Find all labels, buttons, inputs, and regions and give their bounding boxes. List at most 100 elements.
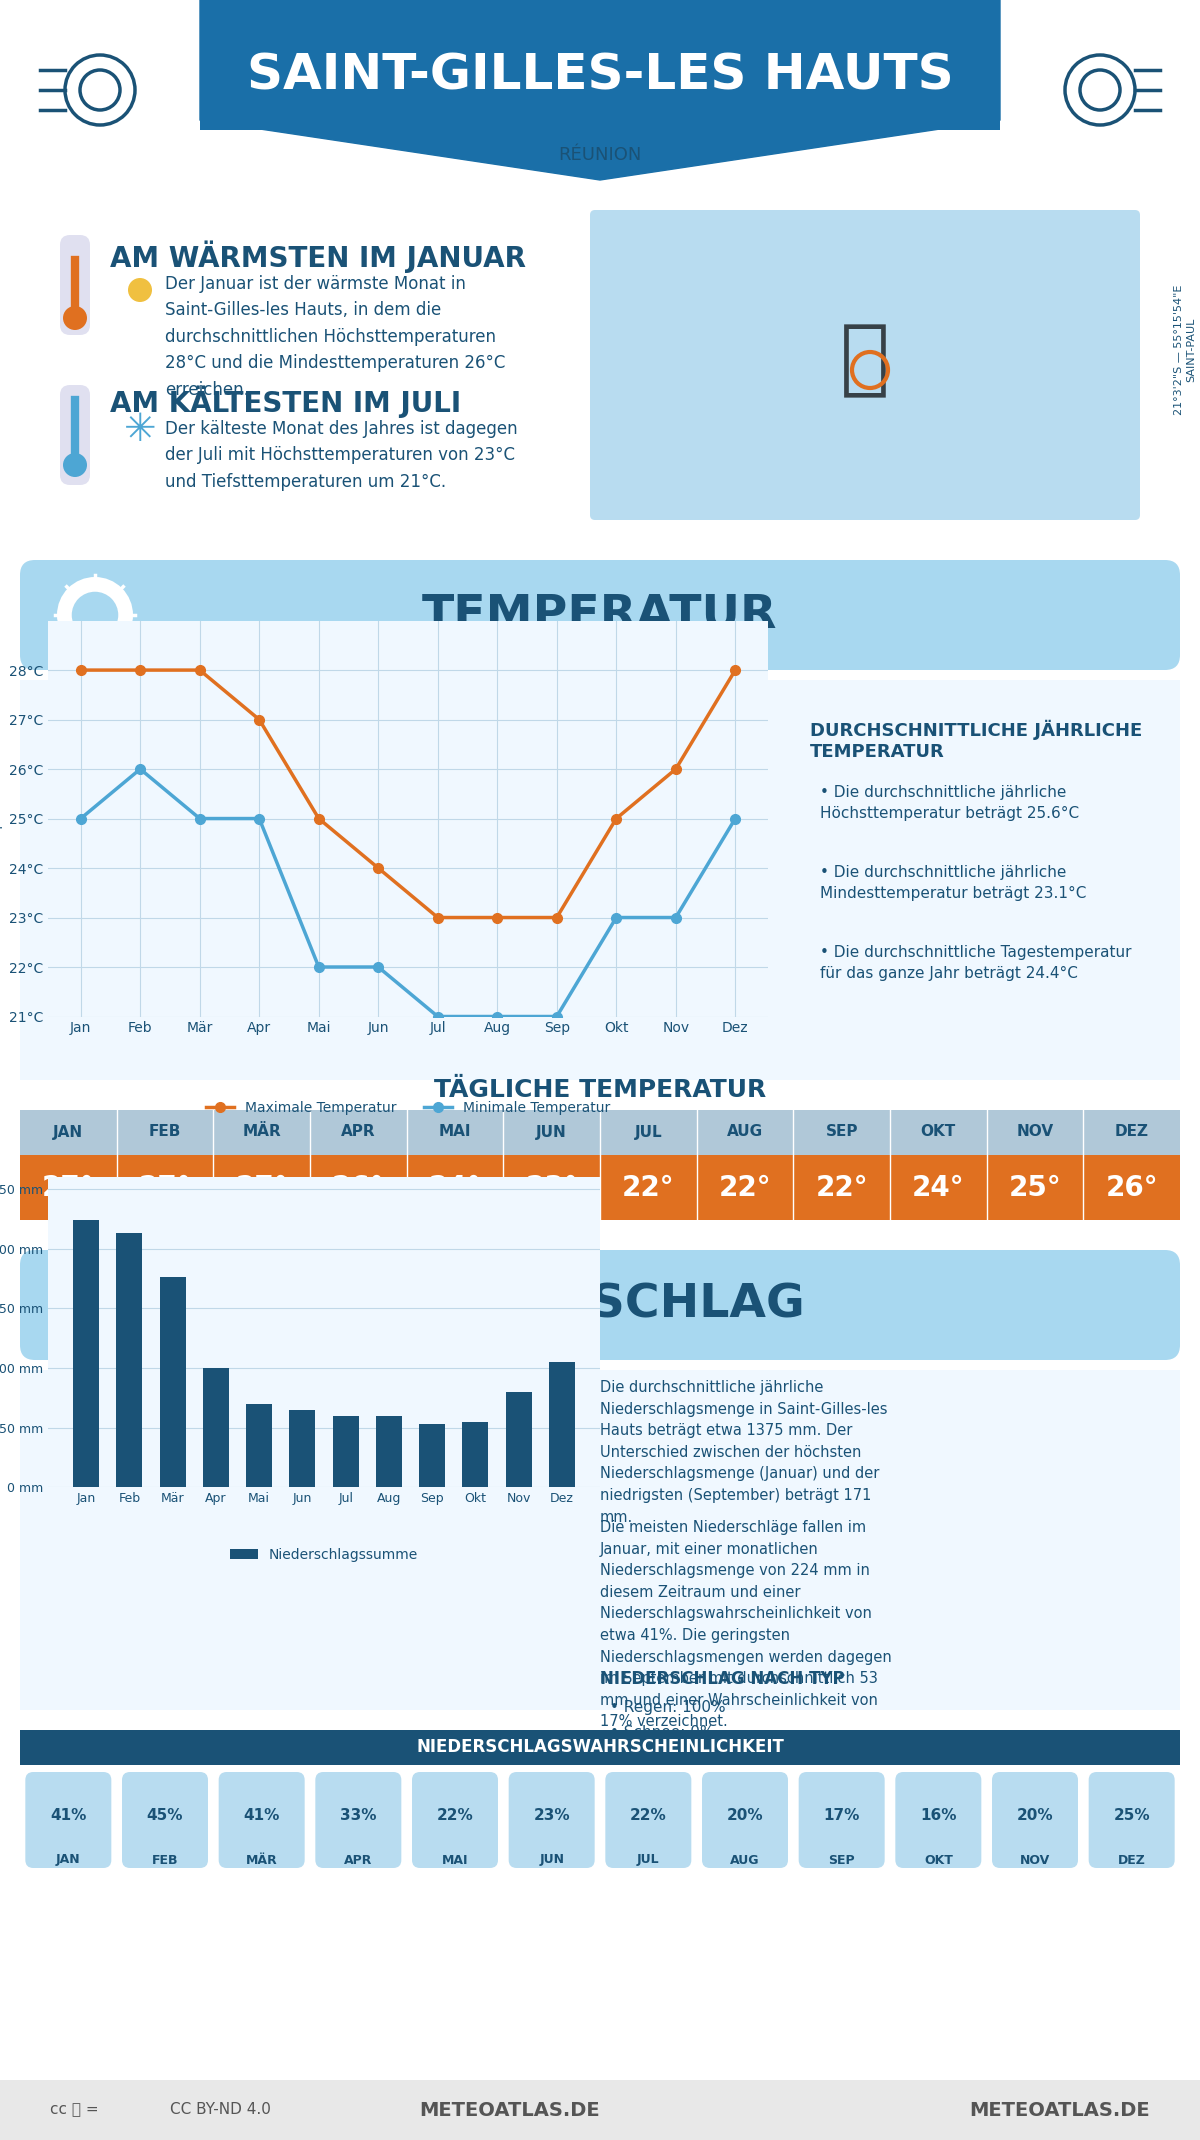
- FancyBboxPatch shape: [20, 1250, 1180, 1361]
- Text: RÉUNION: RÉUNION: [558, 146, 642, 165]
- Bar: [1000, 0, 1200, 199]
- Bar: [200, 0, 1000, 131]
- Bar: [203, 1367, 229, 1487]
- FancyBboxPatch shape: [509, 1772, 595, 1868]
- Text: 22°: 22°: [622, 1175, 674, 1203]
- Text: AUG: AUG: [727, 1124, 763, 1138]
- FancyBboxPatch shape: [702, 1772, 788, 1868]
- Text: • Die durchschnittliche jährliche
Höchsttemperatur beträgt 25.6°C: • Die durchschnittliche jährliche Höchst…: [820, 785, 1079, 822]
- Text: 21°3'2"S — 55°15'54"E
SAINT-PAUL: 21°3'2"S — 55°15'54"E SAINT-PAUL: [1175, 285, 1195, 415]
- Text: NIEDERSCHLAG: NIEDERSCHLAG: [394, 1282, 806, 1327]
- Text: 20%: 20%: [727, 1808, 763, 1823]
- Text: 26°: 26°: [332, 1175, 385, 1203]
- Text: JAN: JAN: [56, 1853, 80, 1866]
- FancyBboxPatch shape: [122, 1772, 208, 1868]
- Text: Die durchschnittliche jährliche
Niederschlagsmenge in Saint-Gilles-les
Hauts bet: Die durchschnittliche jährliche Niedersc…: [600, 1380, 888, 1524]
- Text: MAI: MAI: [439, 1124, 472, 1138]
- Text: APR: APR: [341, 1124, 376, 1138]
- FancyBboxPatch shape: [1088, 1772, 1175, 1868]
- Text: DURCHSCHNITTLICHE JÄHRLICHE
TEMPERATUR: DURCHSCHNITTLICHE JÄHRLICHE TEMPERATUR: [810, 719, 1142, 762]
- Bar: [462, 1421, 488, 1487]
- Bar: [0, 199, 1200, 539]
- Text: NIEDERSCHLAG NACH TYP: NIEDERSCHLAG NACH TYP: [600, 1669, 845, 1688]
- Text: 16%: 16%: [920, 1808, 956, 1823]
- Text: 22°: 22°: [719, 1175, 772, 1203]
- Text: AUG: AUG: [731, 1853, 760, 1866]
- Polygon shape: [200, 0, 1000, 180]
- Text: SEP: SEP: [828, 1853, 854, 1866]
- Bar: [20, 1111, 1180, 1156]
- Bar: [116, 1233, 143, 1487]
- Text: cc ⓘ =: cc ⓘ =: [50, 2101, 98, 2116]
- Circle shape: [60, 1269, 130, 1340]
- Text: 22°: 22°: [815, 1175, 868, 1203]
- Legend: Maximale Temperatur, Minimale Temperatur: Maximale Temperatur, Minimale Temperatur: [200, 1096, 616, 1121]
- FancyBboxPatch shape: [895, 1772, 982, 1868]
- Text: APR: APR: [344, 1853, 372, 1866]
- Text: MAI: MAI: [442, 1853, 468, 1866]
- FancyBboxPatch shape: [60, 235, 90, 336]
- Text: FEB: FEB: [149, 1124, 181, 1138]
- Text: 27°: 27°: [139, 1175, 191, 1203]
- Bar: [289, 1410, 316, 1487]
- Text: 25°: 25°: [1009, 1175, 1061, 1203]
- FancyBboxPatch shape: [605, 1772, 691, 1868]
- Circle shape: [58, 578, 133, 653]
- Text: TÄGLICHE TEMPERATUR: TÄGLICHE TEMPERATUR: [434, 1079, 766, 1102]
- Bar: [20, 1729, 1180, 1766]
- Text: JUL: JUL: [635, 1124, 662, 1138]
- Text: • Regen: 100%: • Regen: 100%: [610, 1699, 726, 1714]
- Text: DEZ: DEZ: [1115, 1124, 1148, 1138]
- Text: 45%: 45%: [146, 1808, 184, 1823]
- Text: SEP: SEP: [826, 1124, 858, 1138]
- Bar: [0, 0, 200, 199]
- Bar: [419, 1423, 445, 1487]
- Text: 24°: 24°: [912, 1175, 965, 1203]
- FancyBboxPatch shape: [218, 1772, 305, 1868]
- Text: 41%: 41%: [244, 1808, 280, 1823]
- FancyBboxPatch shape: [590, 210, 1140, 520]
- Text: 27°: 27°: [235, 1175, 288, 1203]
- Text: 24°: 24°: [428, 1175, 481, 1203]
- Text: JUN: JUN: [539, 1853, 564, 1866]
- Text: METEOATLAS.DE: METEOATLAS.DE: [419, 2101, 600, 2119]
- Text: 17%: 17%: [823, 1808, 860, 1823]
- Text: 33%: 33%: [340, 1808, 377, 1823]
- Bar: [246, 1404, 272, 1487]
- Bar: [0, 2080, 1200, 2140]
- Text: Die meisten Niederschläge fallen im
Januar, mit einer monatlichen
Niederschlagsm: Die meisten Niederschläge fallen im Janu…: [600, 1519, 892, 1729]
- Text: Der Januar ist der wärmste Monat in
Saint-Gilles-les Hauts, in dem die
durchschn: Der Januar ist der wärmste Monat in Sain…: [166, 276, 505, 398]
- Text: 🌍: 🌍: [840, 319, 890, 400]
- Text: 23°: 23°: [526, 1175, 578, 1203]
- Bar: [20, 1156, 1180, 1220]
- Circle shape: [64, 306, 88, 330]
- Legend: Niederschlagssumme: Niederschlagssumme: [224, 1543, 424, 1566]
- Bar: [160, 1278, 186, 1487]
- Text: CC BY-ND 4.0: CC BY-ND 4.0: [170, 2101, 271, 2116]
- Text: JUN: JUN: [536, 1124, 568, 1138]
- FancyBboxPatch shape: [992, 1772, 1078, 1868]
- Circle shape: [64, 454, 88, 477]
- Text: 22%: 22%: [630, 1808, 667, 1823]
- Text: NOV: NOV: [1020, 1853, 1050, 1866]
- Text: 25%: 25%: [1114, 1808, 1150, 1823]
- Text: DEZ: DEZ: [1117, 1853, 1146, 1866]
- Bar: [332, 1417, 359, 1487]
- FancyBboxPatch shape: [20, 561, 1180, 670]
- Text: • Die durchschnittliche Tagestemperatur
für das ganze Jahr beträgt 24.4°C: • Die durchschnittliche Tagestemperatur …: [820, 946, 1132, 980]
- FancyBboxPatch shape: [60, 385, 90, 486]
- Text: • Schnee: 0%: • Schnee: 0%: [610, 1725, 714, 1740]
- Text: 22%: 22%: [437, 1808, 473, 1823]
- Text: FEB: FEB: [151, 1853, 179, 1866]
- Y-axis label: Temperatur: Temperatur: [0, 783, 4, 854]
- Text: METEOATLAS.DE: METEOATLAS.DE: [970, 2101, 1150, 2119]
- FancyBboxPatch shape: [316, 1772, 401, 1868]
- Text: 27°: 27°: [42, 1175, 95, 1203]
- FancyBboxPatch shape: [412, 1772, 498, 1868]
- Text: JUL: JUL: [637, 1853, 660, 1866]
- Text: SAINT-GILLES-LES HAUTS: SAINT-GILLES-LES HAUTS: [247, 51, 953, 98]
- Text: 23%: 23%: [533, 1808, 570, 1823]
- Text: 20%: 20%: [1016, 1808, 1054, 1823]
- Text: JAN: JAN: [53, 1124, 83, 1138]
- Text: 🌂: 🌂: [83, 1284, 108, 1327]
